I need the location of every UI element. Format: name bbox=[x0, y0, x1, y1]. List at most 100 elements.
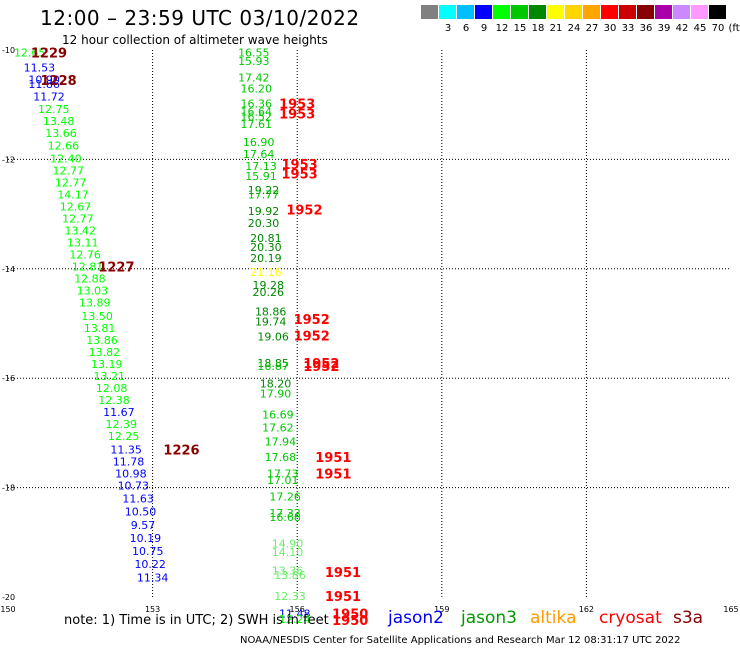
wave-height-point: 12.25 bbox=[108, 430, 140, 443]
wave-height-point: 12.81 bbox=[72, 261, 104, 274]
wave-height-point: 11.35 bbox=[110, 443, 142, 456]
color-scale-swatch bbox=[421, 5, 438, 19]
y-tick-label: -10 bbox=[2, 46, 15, 55]
wave-height-point: 11.78 bbox=[113, 455, 145, 468]
satellite-legend-item: cryosat bbox=[599, 608, 662, 628]
wave-height-point: 16.36 bbox=[240, 98, 272, 111]
y-tick-label: -12 bbox=[2, 155, 15, 164]
x-tick-label: 150 bbox=[0, 605, 15, 614]
wave-height-point: 15.91 bbox=[245, 170, 277, 183]
x-tick-label: 153 bbox=[145, 605, 160, 614]
wave-height-point: 13.66 bbox=[45, 127, 77, 140]
wave-height-point: 17.64 bbox=[243, 148, 275, 161]
time-label: 1950 bbox=[332, 614, 368, 629]
wave-height-point: 17.68 bbox=[265, 451, 297, 464]
color-scale-label: 27 bbox=[585, 23, 599, 34]
wave-height-point: 17.01 bbox=[267, 474, 299, 487]
wave-height-point: 11.67 bbox=[103, 406, 135, 419]
wave-height-point: 19.22 bbox=[248, 184, 280, 197]
color-scale-label: 33 bbox=[621, 23, 635, 34]
wave-height-point: 11.72 bbox=[33, 90, 65, 103]
wave-height-point: 19.06 bbox=[257, 331, 289, 344]
time-label: 1226 bbox=[163, 443, 199, 458]
color-scale-label: 70 bbox=[711, 23, 725, 34]
wave-height-point: 12.76 bbox=[69, 249, 101, 262]
wave-height-point: 13.36 bbox=[272, 565, 304, 578]
time-label: 1953 bbox=[282, 168, 318, 183]
grid-lines bbox=[8, 50, 731, 597]
wave-height-point: 15.93 bbox=[238, 55, 270, 68]
wave-height-point: 16.87 bbox=[257, 360, 289, 373]
y-tick-label: -16 bbox=[2, 374, 15, 383]
wave-height-point: 18.20 bbox=[260, 378, 292, 391]
wave-height-point: 11.63 bbox=[122, 493, 154, 506]
wave-height-point: 13.89 bbox=[79, 297, 111, 310]
wave-height-point: 14.10 bbox=[272, 546, 304, 559]
time-label: 1951 bbox=[325, 590, 361, 605]
color-scale-label: 12 bbox=[495, 23, 509, 34]
wave-height-point: 17.42 bbox=[238, 71, 270, 84]
wave-height-point: 13.86 bbox=[86, 334, 118, 347]
y-tick-label: -14 bbox=[2, 265, 15, 274]
time-label: 1953 bbox=[279, 107, 315, 122]
wave-height-point: 20.26 bbox=[253, 286, 285, 299]
time-label: 1952 bbox=[286, 204, 322, 219]
color-scale-swatch bbox=[583, 5, 600, 19]
wave-height-point: 17.94 bbox=[265, 436, 297, 449]
wave-height-point: 11.86 bbox=[28, 78, 60, 91]
time-label: 1227 bbox=[98, 261, 134, 276]
wave-height-point: 12.39 bbox=[106, 418, 138, 431]
wave-height-point: 10.22 bbox=[134, 558, 166, 571]
color-scale-swatch bbox=[493, 5, 510, 19]
color-scale-label: 3 bbox=[444, 23, 452, 34]
wave-height-point: 16.55 bbox=[238, 47, 270, 60]
satellite-legend-item: s3a bbox=[673, 608, 704, 628]
wave-height-point: 13.42 bbox=[65, 225, 97, 238]
wave-height-point: 12.08 bbox=[96, 382, 128, 395]
time-label: 1950 bbox=[332, 607, 368, 622]
color-scale-label: 30 bbox=[603, 23, 617, 34]
wave-height-point: 12.77 bbox=[55, 176, 87, 189]
color-scale-swatch bbox=[619, 5, 636, 19]
wave-height-point: 16.52 bbox=[240, 111, 272, 124]
color-scale-label: 15 bbox=[513, 23, 527, 34]
x-tick-label: 162 bbox=[579, 605, 594, 614]
wave-height-point: 10.50 bbox=[125, 506, 157, 519]
wave-height-point: 10.98 bbox=[115, 467, 147, 480]
time-label: 1951 bbox=[325, 566, 361, 581]
color-scale-swatch bbox=[439, 5, 456, 19]
wave-height-point: 12.66 bbox=[48, 140, 80, 153]
wave-height-point: 12.24 bbox=[279, 613, 311, 626]
wave-height-point: 17.73 bbox=[267, 467, 299, 480]
y-tick-label: -18 bbox=[2, 484, 15, 493]
wave-height-point: 12.38 bbox=[98, 394, 130, 407]
color-scale-swatch bbox=[547, 5, 564, 19]
time-label: 1951 bbox=[315, 467, 351, 482]
wave-height-point: 18.85 bbox=[257, 357, 289, 370]
wave-height-point: 21.16 bbox=[250, 266, 282, 279]
wave-height-point: 16.64 bbox=[240, 105, 272, 118]
wave-height-point: 12.77 bbox=[53, 164, 85, 177]
wave-height-point: 10.90 bbox=[28, 74, 60, 87]
color-scale-label: 6 bbox=[462, 23, 470, 34]
x-tick-label: 156 bbox=[290, 605, 305, 614]
footer-credit: NOAA/NESDIS Center for Satellite Applica… bbox=[240, 635, 681, 646]
color-scale-swatch bbox=[457, 5, 474, 19]
wave-height-point: 11.34 bbox=[137, 571, 169, 584]
wave-height-point: 13.50 bbox=[81, 310, 113, 323]
wave-height-point: 20.30 bbox=[248, 217, 280, 230]
wave-height-point: 13.48 bbox=[43, 115, 75, 128]
color-scale-unit: (ft) bbox=[728, 23, 740, 34]
wave-height-point: 12.65 bbox=[14, 47, 46, 60]
time-label: 1953 bbox=[279, 98, 315, 113]
wave-height-point: 17.32 bbox=[269, 507, 301, 520]
color-scale-label: 21 bbox=[549, 23, 563, 34]
color-scale-label: 18 bbox=[531, 23, 545, 34]
color-scale-swatch bbox=[655, 5, 672, 19]
color-scale-label: 24 bbox=[567, 23, 581, 34]
chart-title: 12:00 – 23:59 UTC 03/10/2022 bbox=[40, 6, 360, 30]
time-label: 1953 bbox=[282, 158, 318, 173]
wave-height-point: 13.21 bbox=[93, 370, 125, 383]
wave-height-point: 9.57 bbox=[131, 519, 156, 532]
